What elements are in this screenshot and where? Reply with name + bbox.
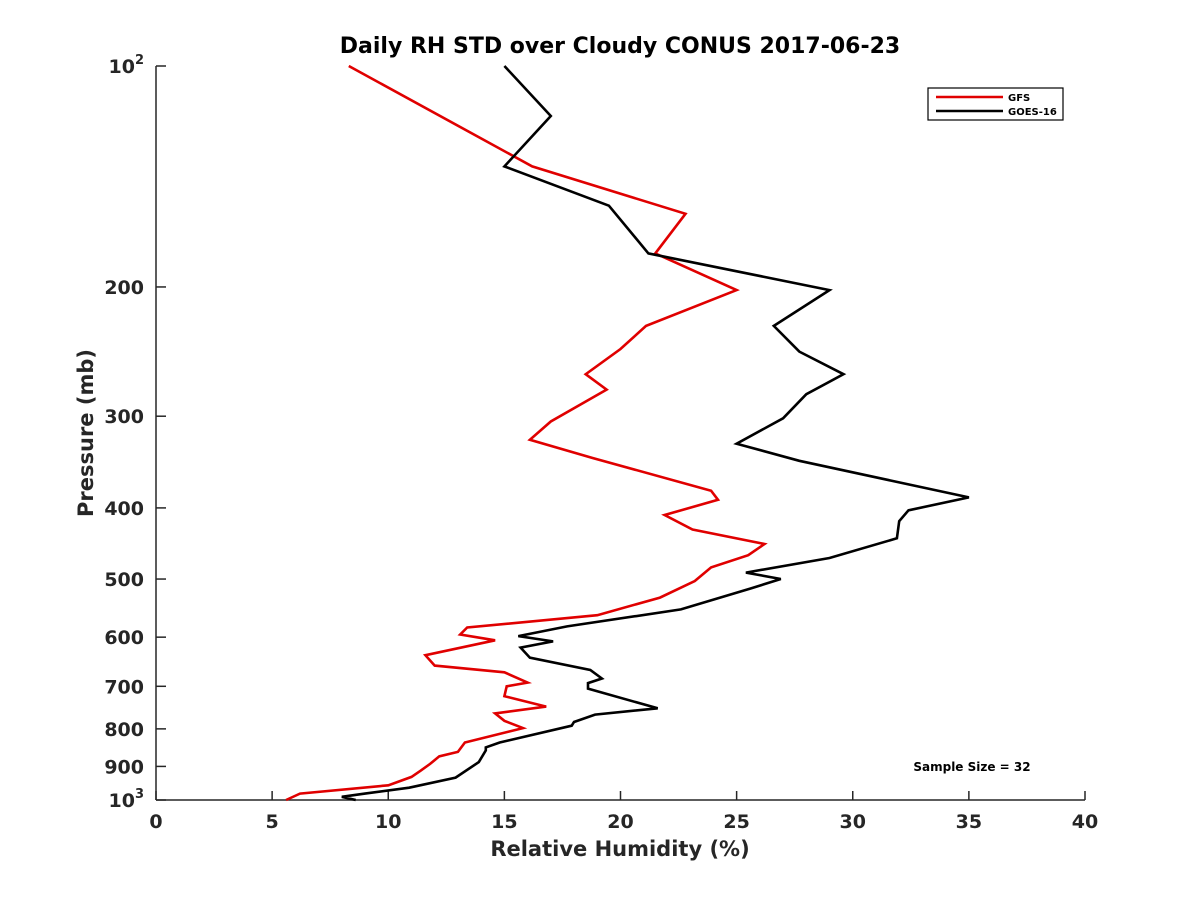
y-tick-label: 103 bbox=[109, 787, 145, 812]
y-tick-label: 600 bbox=[104, 627, 144, 649]
y-tick-base: 500 bbox=[104, 569, 144, 591]
y-tick-base: 300 bbox=[104, 406, 144, 428]
y-tick-label: 200 bbox=[104, 277, 144, 299]
y-tick-base: 400 bbox=[104, 498, 144, 520]
y-tick-label: 800 bbox=[104, 719, 144, 741]
x-axis-label: Relative Humidity (%) bbox=[490, 837, 749, 861]
y-tick-label: 400 bbox=[104, 498, 144, 520]
x-tick-label: 30 bbox=[840, 811, 866, 833]
sample-size-annotation: Sample Size = 32 bbox=[913, 760, 1030, 774]
series-line-goes-16 bbox=[341, 65, 970, 802]
x-axis-ticks: 0 5 10 15 20 25 30 35 40 bbox=[149, 791, 1098, 833]
y-tick-label: 700 bbox=[104, 676, 144, 698]
y-tick-base: 800 bbox=[104, 719, 144, 741]
x-tick-label: 0 bbox=[149, 811, 162, 833]
legend-label: GFS bbox=[1008, 93, 1030, 104]
y-tick-label: 102 bbox=[109, 53, 145, 78]
y-tick-base: 900 bbox=[104, 756, 144, 778]
x-tick-label: 15 bbox=[491, 811, 517, 833]
x-tick-label: 20 bbox=[607, 811, 633, 833]
legend: GFS GOES-16 bbox=[927, 87, 1064, 121]
y-tick-label: 300 bbox=[104, 406, 144, 428]
legend-box bbox=[927, 87, 1064, 121]
x-tick-label: 5 bbox=[266, 811, 279, 833]
series-line-gfs bbox=[285, 64, 768, 802]
legend-label: GOES-16 bbox=[1008, 107, 1057, 118]
y-tick-base: 700 bbox=[104, 676, 144, 698]
series-layer bbox=[285, 64, 970, 802]
x-tick-label: 10 bbox=[375, 811, 401, 833]
x-tick-label: 40 bbox=[1072, 811, 1098, 833]
y-tick-label: 900 bbox=[104, 756, 144, 778]
y-tick-exponent: 3 bbox=[135, 787, 144, 802]
y-tick-base: 200 bbox=[104, 277, 144, 299]
plot-area bbox=[155, 66, 1085, 801]
y-tick-base: 10 bbox=[109, 56, 135, 78]
y-tick-label: 500 bbox=[104, 569, 144, 591]
y-tick-base: 600 bbox=[104, 627, 144, 649]
x-tick-label: 25 bbox=[723, 811, 749, 833]
y-tick-exponent: 2 bbox=[135, 53, 144, 68]
chart-title: Daily RH STD over Cloudy CONUS 2017-06-2… bbox=[340, 34, 900, 59]
x-tick-label: 35 bbox=[956, 811, 982, 833]
y-axis-label: Pressure (mb) bbox=[74, 349, 98, 517]
y-tick-base: 10 bbox=[109, 790, 135, 812]
